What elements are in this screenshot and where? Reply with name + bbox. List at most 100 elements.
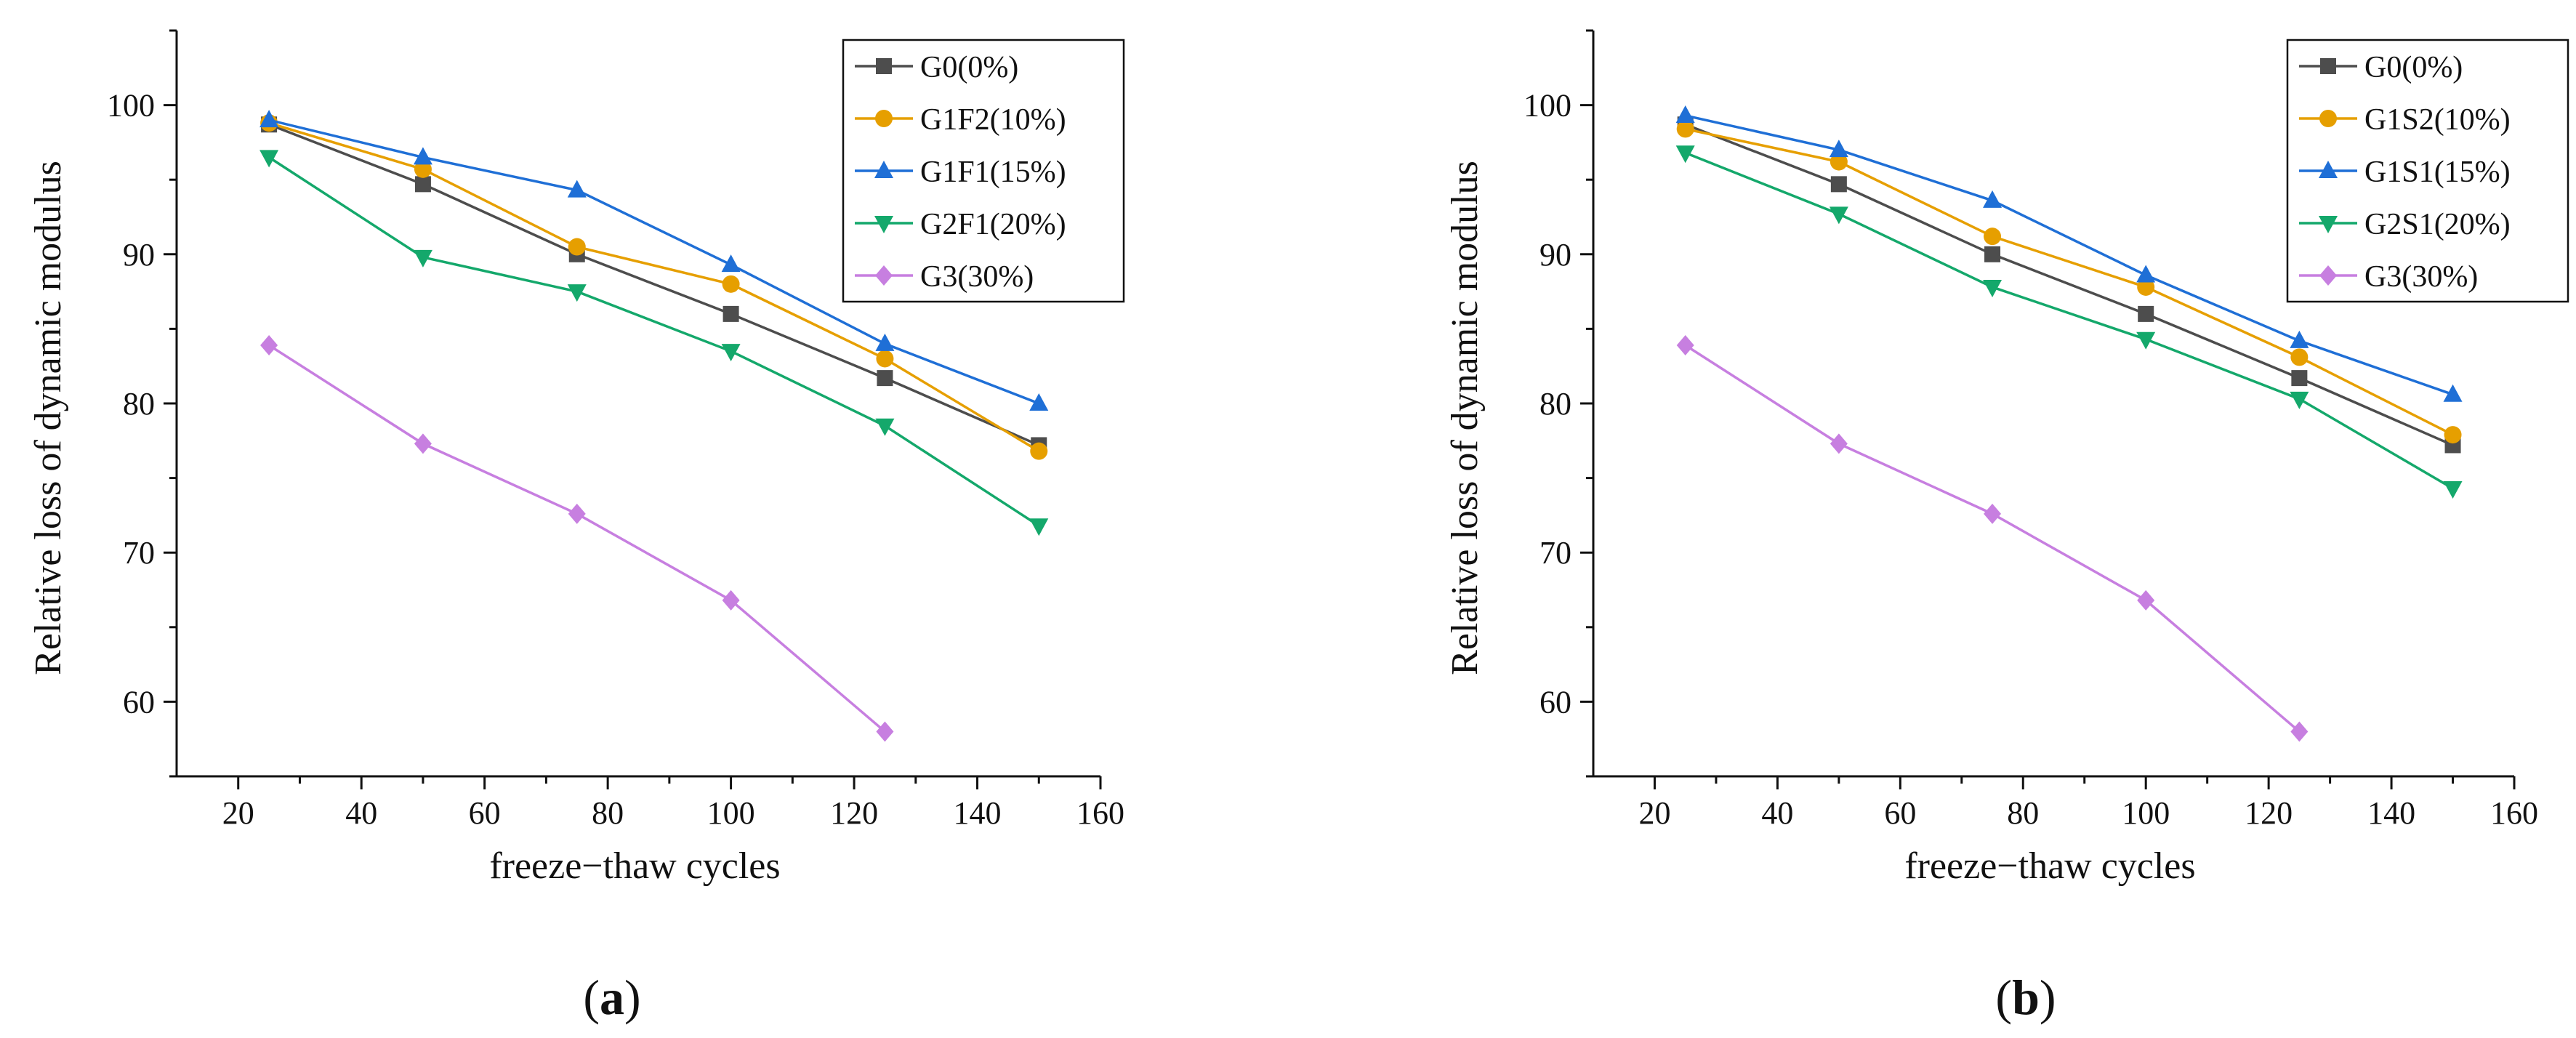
data-point-g2s1-20 bbox=[1675, 145, 1695, 164]
legend-marker bbox=[2320, 58, 2336, 74]
data-point-g3-30 bbox=[1830, 433, 1848, 454]
data-point-g1s2-10 bbox=[2444, 426, 2462, 444]
series-line-g0-0 bbox=[1685, 123, 2454, 447]
data-point-g2f1-20 bbox=[721, 344, 741, 362]
x-tick-label: 140 bbox=[954, 795, 1002, 831]
y-tick-label: 70 bbox=[1539, 535, 1571, 571]
data-point-g3-30 bbox=[260, 334, 278, 355]
data-point-g2f1-20 bbox=[875, 418, 895, 436]
data-point-g3-30 bbox=[1676, 334, 1694, 355]
data-point-g3-30 bbox=[414, 433, 432, 454]
x-tick-label: 100 bbox=[707, 795, 755, 831]
chart-panel-b: 20 40 60 80 100 120 140 160 60 70 80 90 100 freeze−th… bbox=[1444, 29, 2569, 887]
data-point-g3-30 bbox=[2290, 721, 2309, 742]
data-point-g1f2-10 bbox=[568, 238, 586, 256]
series-line-g2f1-20 bbox=[268, 156, 1040, 527]
x-tick-label: 160 bbox=[1076, 795, 1124, 831]
legend-marker bbox=[2319, 110, 2337, 127]
data-point-g1f2-10 bbox=[1030, 442, 1048, 460]
x-tick-label: 40 bbox=[1761, 795, 1793, 831]
data-point-g1f2-10 bbox=[722, 275, 740, 293]
series-line-g3-30 bbox=[268, 344, 886, 733]
data-point-g1f1-15 bbox=[259, 110, 279, 128]
y-tick-label: 90 bbox=[123, 237, 155, 273]
data-point-g0-0 bbox=[1984, 246, 2001, 262]
legend-marker bbox=[874, 161, 893, 178]
data-point-g0-0 bbox=[414, 176, 431, 193]
x-axis-label: freeze−thaw cycles bbox=[1904, 845, 2195, 887]
data-point-g1s1-15 bbox=[1829, 140, 1848, 158]
legend-marker bbox=[874, 216, 893, 233]
x-tick-label: 100 bbox=[2122, 795, 2170, 831]
data-point-g0-0 bbox=[2291, 370, 2308, 387]
x-tick-label: 60 bbox=[1884, 795, 1916, 831]
data-point-g2s1-20 bbox=[2136, 331, 2156, 350]
data-point-g1f1-15 bbox=[875, 333, 895, 351]
data-point-g1s1-15 bbox=[1983, 190, 2003, 208]
legend-marker bbox=[2319, 265, 2337, 286]
data-point-g1s2-10 bbox=[2137, 278, 2155, 296]
data-point-g3-30 bbox=[876, 721, 894, 742]
data-point-g0-0 bbox=[877, 370, 893, 387]
legend: G0(0%) G1F2(10%) G1F1(15%) G2F1(20%) G3(30%) bbox=[842, 39, 1125, 303]
x-tick-label: 120 bbox=[2245, 795, 2293, 831]
data-point-g2s1-20 bbox=[2443, 480, 2463, 499]
data-point-g2f1-20 bbox=[413, 249, 432, 267]
y-tick-label: 90 bbox=[1539, 237, 1571, 273]
data-point-g0-0 bbox=[723, 305, 739, 322]
legend-marker bbox=[2319, 216, 2338, 233]
data-point-g0-0 bbox=[1830, 176, 1847, 193]
data-point-g1f2-10 bbox=[876, 350, 894, 368]
legend-label: G1F1(15%) bbox=[920, 156, 1066, 189]
data-point-g3-30 bbox=[1984, 503, 2002, 524]
x-tick-label: 20 bbox=[222, 795, 254, 831]
data-point-g1f2-10 bbox=[414, 160, 432, 178]
y-tick-label: 100 bbox=[1524, 88, 1571, 124]
legend-label: G1F2(10%) bbox=[920, 103, 1066, 137]
y-tick-label: 60 bbox=[1539, 684, 1571, 720]
y-tick-label: 80 bbox=[123, 386, 155, 422]
data-point-g1f1-15 bbox=[1029, 393, 1049, 411]
data-point-g3-30 bbox=[722, 590, 740, 611]
x-tick-label: 40 bbox=[345, 795, 377, 831]
data-point-g0-0 bbox=[2138, 305, 2154, 322]
series-line-g1f2-10 bbox=[268, 121, 1040, 453]
data-point-g3-30 bbox=[2137, 590, 2155, 611]
y-axis-label: Relative loss of dynamic modulus bbox=[1444, 161, 1486, 675]
series-line-g0-0 bbox=[268, 123, 1039, 447]
legend-label: G3(30%) bbox=[2364, 260, 2478, 294]
data-point-g2f1-20 bbox=[259, 150, 279, 168]
data-point-g1f1-15 bbox=[721, 254, 741, 273]
series-line-g1s1-15 bbox=[1685, 114, 2454, 396]
y-tick-label: 60 bbox=[123, 684, 155, 720]
y-tick-label: 70 bbox=[123, 535, 155, 571]
data-point-g2s1-20 bbox=[2290, 391, 2309, 409]
legend-marker bbox=[875, 265, 893, 286]
y-axis-label: Relative loss of dynamic modulus bbox=[28, 161, 69, 675]
data-point-g2s1-20 bbox=[1829, 206, 1848, 225]
legend-label: G1S2(10%) bbox=[2364, 103, 2511, 137]
legend: G0(0%) G1S2(10%) G1S1(15%) G2S1(20%) G3(30%) bbox=[2286, 39, 2569, 303]
legend-label: G0(0%) bbox=[920, 51, 1018, 84]
data-point-g1s2-10 bbox=[2290, 348, 2309, 366]
data-point-g1s2-10 bbox=[1830, 153, 1848, 171]
data-point-g3-30 bbox=[568, 503, 586, 524]
panel-label-b: (b) bbox=[1995, 970, 2056, 1025]
legend-marker bbox=[876, 58, 892, 74]
data-point-g2f1-20 bbox=[1029, 518, 1049, 536]
data-point-g1s1-15 bbox=[2290, 330, 2309, 348]
legend-label: G1S1(15%) bbox=[2364, 156, 2511, 189]
panel-label-a: (a) bbox=[583, 970, 640, 1025]
chart-panel-a: 20 40 60 80 100 120 140 160 60 70 80 90 100 freeze−th… bbox=[28, 29, 1125, 887]
data-point-g1s1-15 bbox=[1675, 105, 1695, 123]
series-line-g1f1-15 bbox=[268, 118, 1039, 405]
x-tick-label: 80 bbox=[2007, 795, 2039, 831]
legend-label: G3(30%) bbox=[920, 260, 1034, 294]
series-line-g2s1-20 bbox=[1685, 151, 2454, 490]
x-tick-label: 160 bbox=[2490, 795, 2538, 831]
x-tick-label: 120 bbox=[830, 795, 878, 831]
legend-marker bbox=[2319, 161, 2338, 178]
data-point-g1s2-10 bbox=[1676, 120, 1694, 138]
data-point-g1s2-10 bbox=[1984, 228, 2002, 246]
